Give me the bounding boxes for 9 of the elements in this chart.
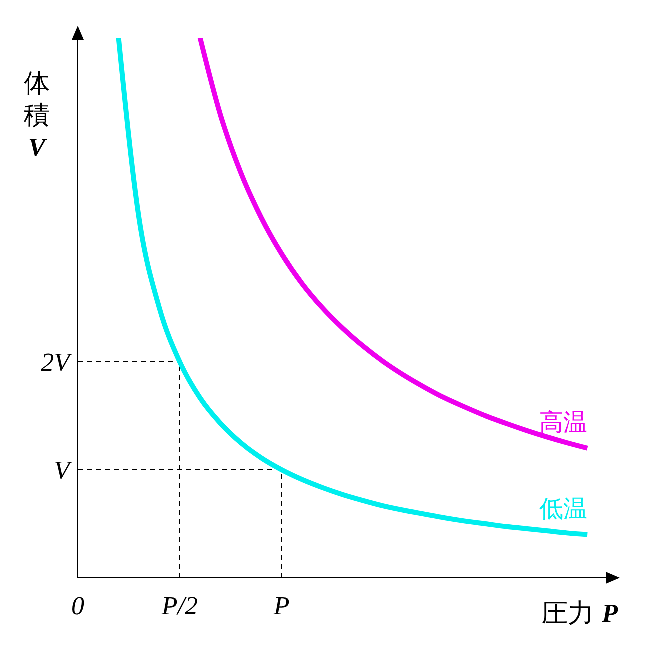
- x-tick-label: 0: [72, 591, 84, 620]
- x-tick-label: P/2: [160, 591, 198, 620]
- series-label: 低温: [540, 494, 588, 523]
- y-axis-title: 体積 V: [23, 68, 51, 164]
- series-label: 高温: [540, 408, 588, 436]
- x-axis-title: 圧力 P: [542, 599, 618, 629]
- x-tick-label: P: [272, 591, 290, 620]
- ref-line-label: 2V: [41, 348, 74, 378]
- ref-line-label: V: [54, 456, 74, 486]
